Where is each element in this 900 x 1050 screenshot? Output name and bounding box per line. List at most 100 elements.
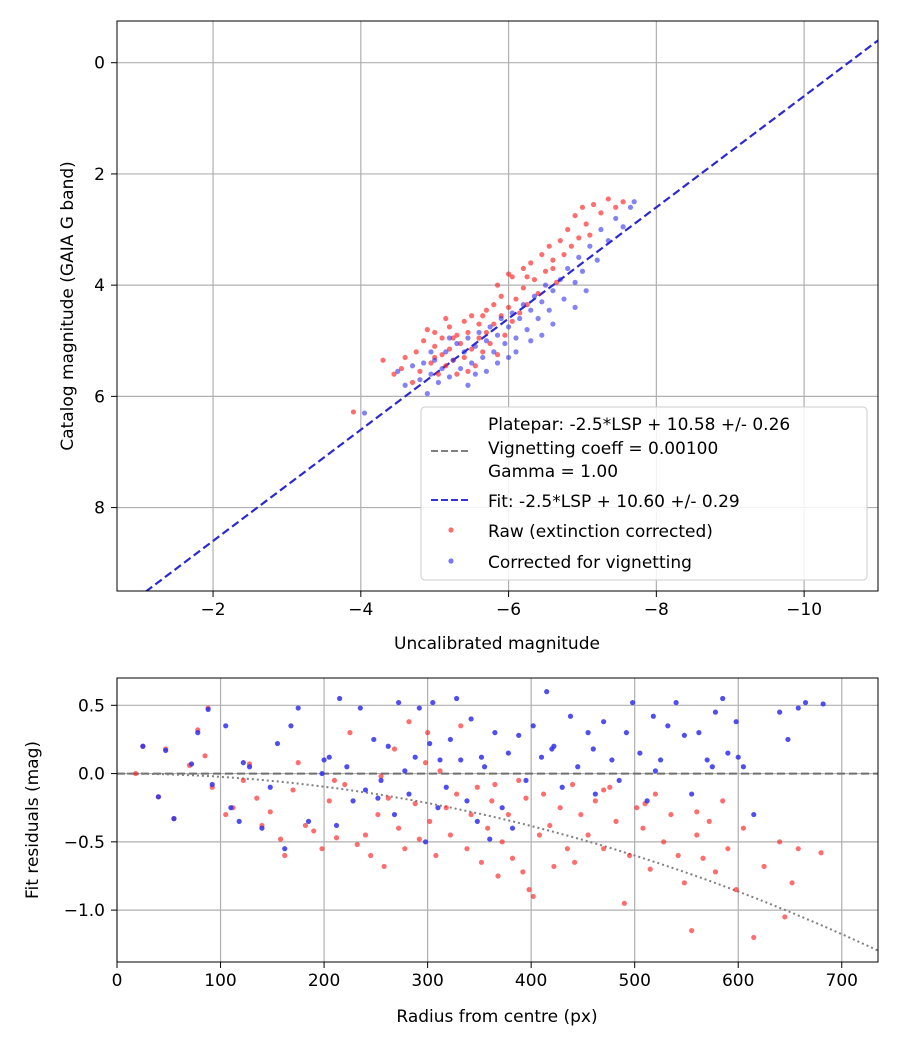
residual-raw-point bbox=[402, 846, 408, 852]
residual-corrected-point bbox=[735, 754, 741, 760]
calib-ytick-label: 8 bbox=[94, 499, 105, 519]
corrected-point bbox=[605, 238, 611, 244]
corrected-point bbox=[631, 199, 637, 205]
residual-raw-point bbox=[492, 781, 498, 788]
residual-raw-point bbox=[706, 818, 712, 824]
corrected-point bbox=[494, 332, 501, 338]
raw-point bbox=[565, 226, 571, 233]
raw-point bbox=[550, 257, 556, 263]
residual-corrected-point bbox=[468, 716, 474, 722]
raw-point bbox=[435, 371, 441, 377]
corrected-point bbox=[454, 340, 460, 347]
residual-corrected-point bbox=[530, 723, 536, 729]
residual-raw-point bbox=[422, 760, 429, 766]
raw-point bbox=[502, 332, 508, 338]
residual-raw-point bbox=[526, 887, 532, 893]
raw-point bbox=[428, 360, 434, 366]
residual-corrected-point bbox=[709, 764, 715, 770]
corrected-point bbox=[539, 299, 545, 305]
residual-raw-point bbox=[795, 846, 801, 852]
residual-corrected-point bbox=[559, 784, 565, 790]
residual-corrected-point bbox=[458, 757, 464, 763]
resid-xtick-label: 300 bbox=[411, 971, 443, 991]
corrected-point bbox=[494, 360, 501, 366]
residual-raw-point bbox=[592, 798, 598, 804]
corrected-point bbox=[465, 382, 471, 388]
residual-raw-point bbox=[601, 787, 607, 793]
residual-corrected-point bbox=[538, 754, 545, 760]
residual-corrected-point bbox=[785, 736, 791, 743]
residual-raw-point bbox=[789, 880, 795, 886]
residual-corrected-point bbox=[435, 805, 441, 811]
residual-corrected-point bbox=[585, 730, 591, 736]
residual-corrected-point bbox=[623, 730, 630, 736]
corrected-point bbox=[465, 335, 471, 341]
residual-corrected-point bbox=[267, 784, 273, 790]
legend-fit-label: Fit: -2.5*LSP + 10.60 +/- 0.29 bbox=[488, 492, 740, 512]
corrected-point bbox=[443, 349, 449, 355]
residual-corrected-point bbox=[795, 705, 801, 711]
residual-raw-point bbox=[375, 811, 381, 818]
raw-point bbox=[605, 196, 611, 202]
residual-corrected-point bbox=[443, 784, 449, 790]
raw-point bbox=[509, 274, 515, 280]
residual-corrected-point bbox=[402, 768, 408, 774]
residuals-ylabel: Fit residuals (mag) bbox=[23, 741, 43, 899]
corrected-point bbox=[528, 338, 534, 344]
residual-raw-point bbox=[681, 880, 687, 886]
residual-corrected-point bbox=[412, 754, 418, 760]
residual-raw-point bbox=[282, 852, 288, 859]
raw-point bbox=[517, 310, 523, 316]
resid-xtick-label: 0 bbox=[112, 971, 123, 991]
residual-corrected-point bbox=[422, 839, 429, 845]
residual-raw-point bbox=[551, 863, 557, 870]
residual-corrected-point bbox=[609, 757, 615, 763]
residual-corrected-point bbox=[549, 746, 555, 752]
residual-raw-point bbox=[468, 811, 474, 818]
raw-point bbox=[491, 302, 497, 308]
raw-point bbox=[579, 204, 586, 210]
calibration-xlabel: Uncalibrated magnitude bbox=[394, 634, 600, 654]
raw-point bbox=[535, 290, 541, 297]
raw-point bbox=[417, 368, 423, 374]
corrected-point bbox=[576, 254, 582, 260]
corrected-point bbox=[594, 257, 600, 263]
residual-corrected-point bbox=[259, 825, 265, 831]
fit-line bbox=[144, 39, 878, 591]
residual-corrected-point bbox=[321, 757, 327, 763]
corrected-point bbox=[472, 371, 478, 377]
residual-corrected-point bbox=[205, 706, 211, 713]
corrected-point bbox=[539, 332, 545, 338]
residual-corrected-point bbox=[777, 709, 783, 715]
raw-point bbox=[432, 329, 438, 336]
corrected-point bbox=[535, 315, 541, 322]
corrected-point bbox=[483, 338, 490, 344]
residual-corrected-point bbox=[406, 791, 412, 797]
residual-corrected-point bbox=[430, 699, 436, 706]
residual-corrected-point bbox=[499, 805, 505, 811]
raw-point bbox=[494, 352, 501, 358]
residual-corrected-point bbox=[437, 757, 443, 763]
corrected-point bbox=[487, 324, 493, 330]
raw-point bbox=[524, 302, 530, 308]
residual-raw-point bbox=[133, 770, 139, 777]
residual-corrected-point bbox=[236, 818, 242, 824]
raw-point bbox=[461, 354, 467, 361]
resid-xtick-label: 100 bbox=[204, 971, 236, 991]
residual-raw-point bbox=[474, 784, 480, 790]
raw-point bbox=[409, 379, 416, 386]
residual-corrected-point bbox=[616, 777, 622, 784]
raw-point bbox=[432, 343, 438, 349]
residual-corrected-point bbox=[478, 754, 485, 760]
corrected-point bbox=[505, 324, 512, 330]
corrected-point bbox=[513, 335, 519, 341]
residual-corrected-point bbox=[652, 768, 658, 774]
raw-point bbox=[483, 307, 490, 313]
residual-raw-point bbox=[267, 809, 273, 815]
corrected-point bbox=[428, 349, 434, 355]
residual-corrected-point bbox=[163, 747, 169, 753]
corrected-point bbox=[469, 360, 475, 366]
resid-ytick-label: −0.5 bbox=[64, 833, 105, 853]
corrected-point bbox=[361, 410, 368, 416]
residual-raw-point bbox=[381, 863, 387, 870]
